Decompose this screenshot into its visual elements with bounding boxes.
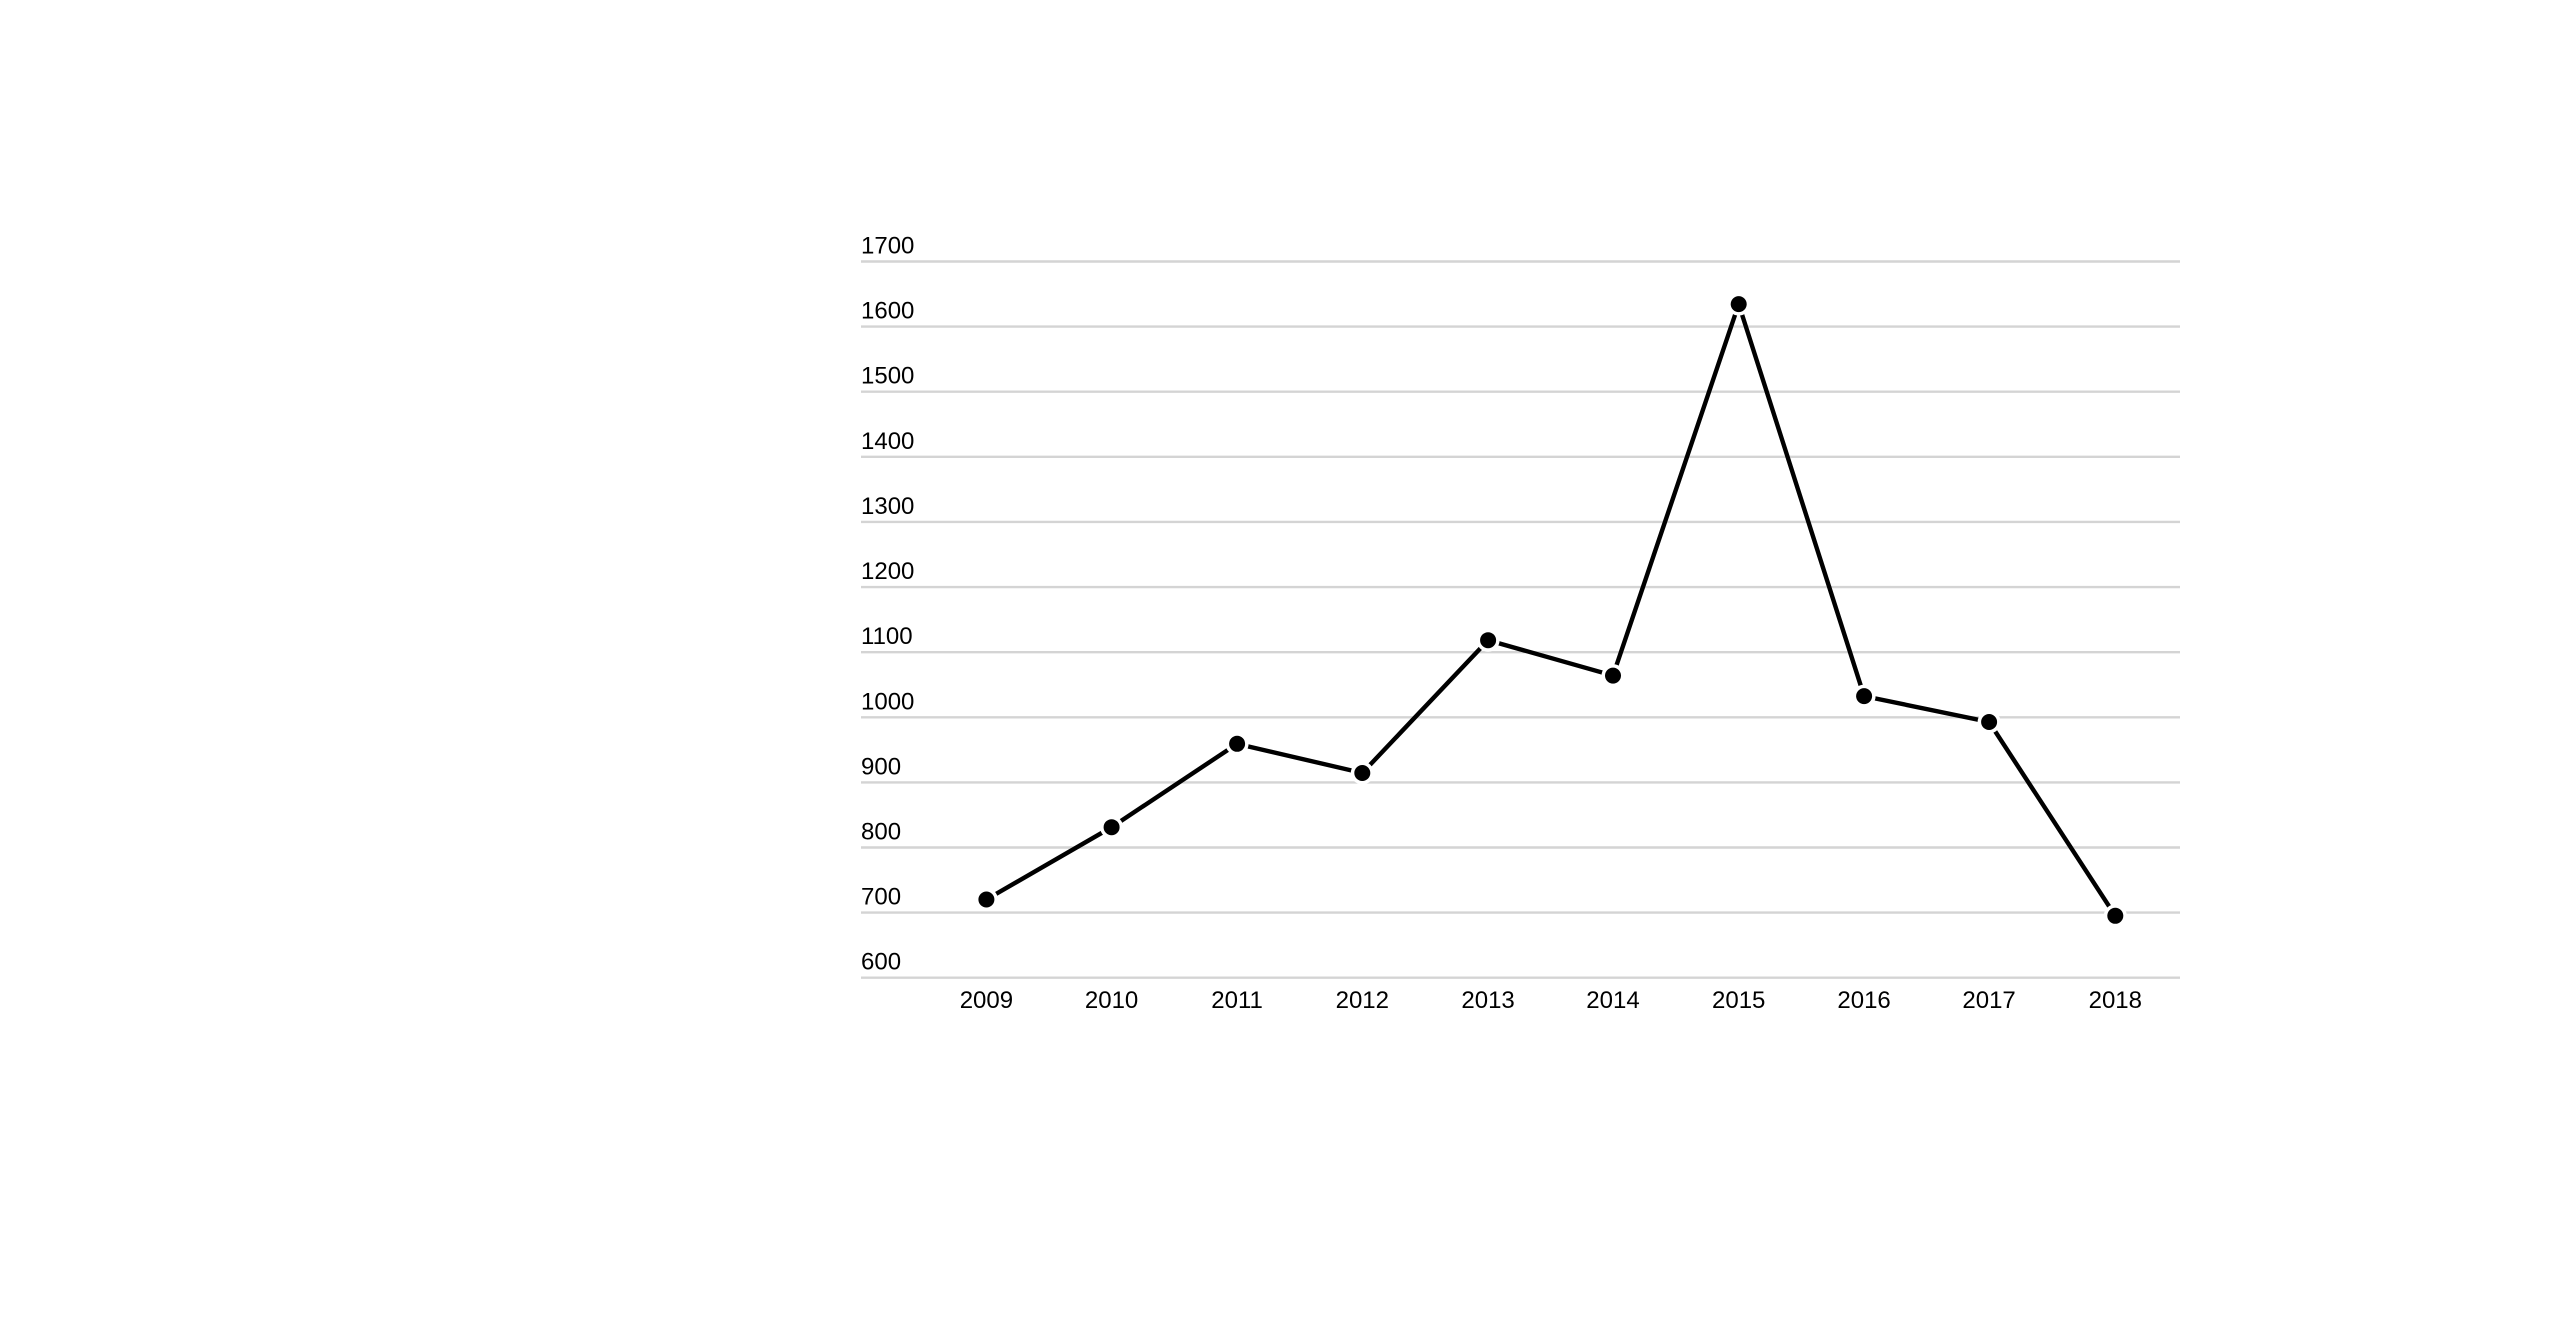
svg-text:2012: 2012 [1336,987,1389,1014]
svg-text:2015: 2015 [1712,987,1765,1014]
svg-text:2017: 2017 [1962,987,2015,1014]
svg-text:2014: 2014 [1586,987,1639,1014]
svg-text:2009: 2009 [960,987,1013,1014]
svg-text:2013: 2013 [1461,987,1514,1014]
svg-text:2011: 2011 [1211,987,1263,1014]
svg-text:900: 900 [861,753,901,780]
svg-text:2016: 2016 [1837,987,1890,1014]
svg-text:1400: 1400 [861,428,914,455]
svg-text:1100: 1100 [861,623,913,650]
svg-text:2018: 2018 [2089,987,2142,1014]
svg-text:600: 600 [861,949,901,976]
svg-text:700: 700 [861,884,901,911]
svg-text:1300: 1300 [861,493,914,520]
svg-text:1700: 1700 [861,233,914,260]
svg-text:1500: 1500 [861,363,914,390]
svg-text:2010: 2010 [1085,987,1138,1014]
svg-text:800: 800 [861,819,901,846]
svg-text:1000: 1000 [861,688,914,715]
svg-text:1600: 1600 [861,298,914,325]
svg-text:1200: 1200 [861,558,914,585]
